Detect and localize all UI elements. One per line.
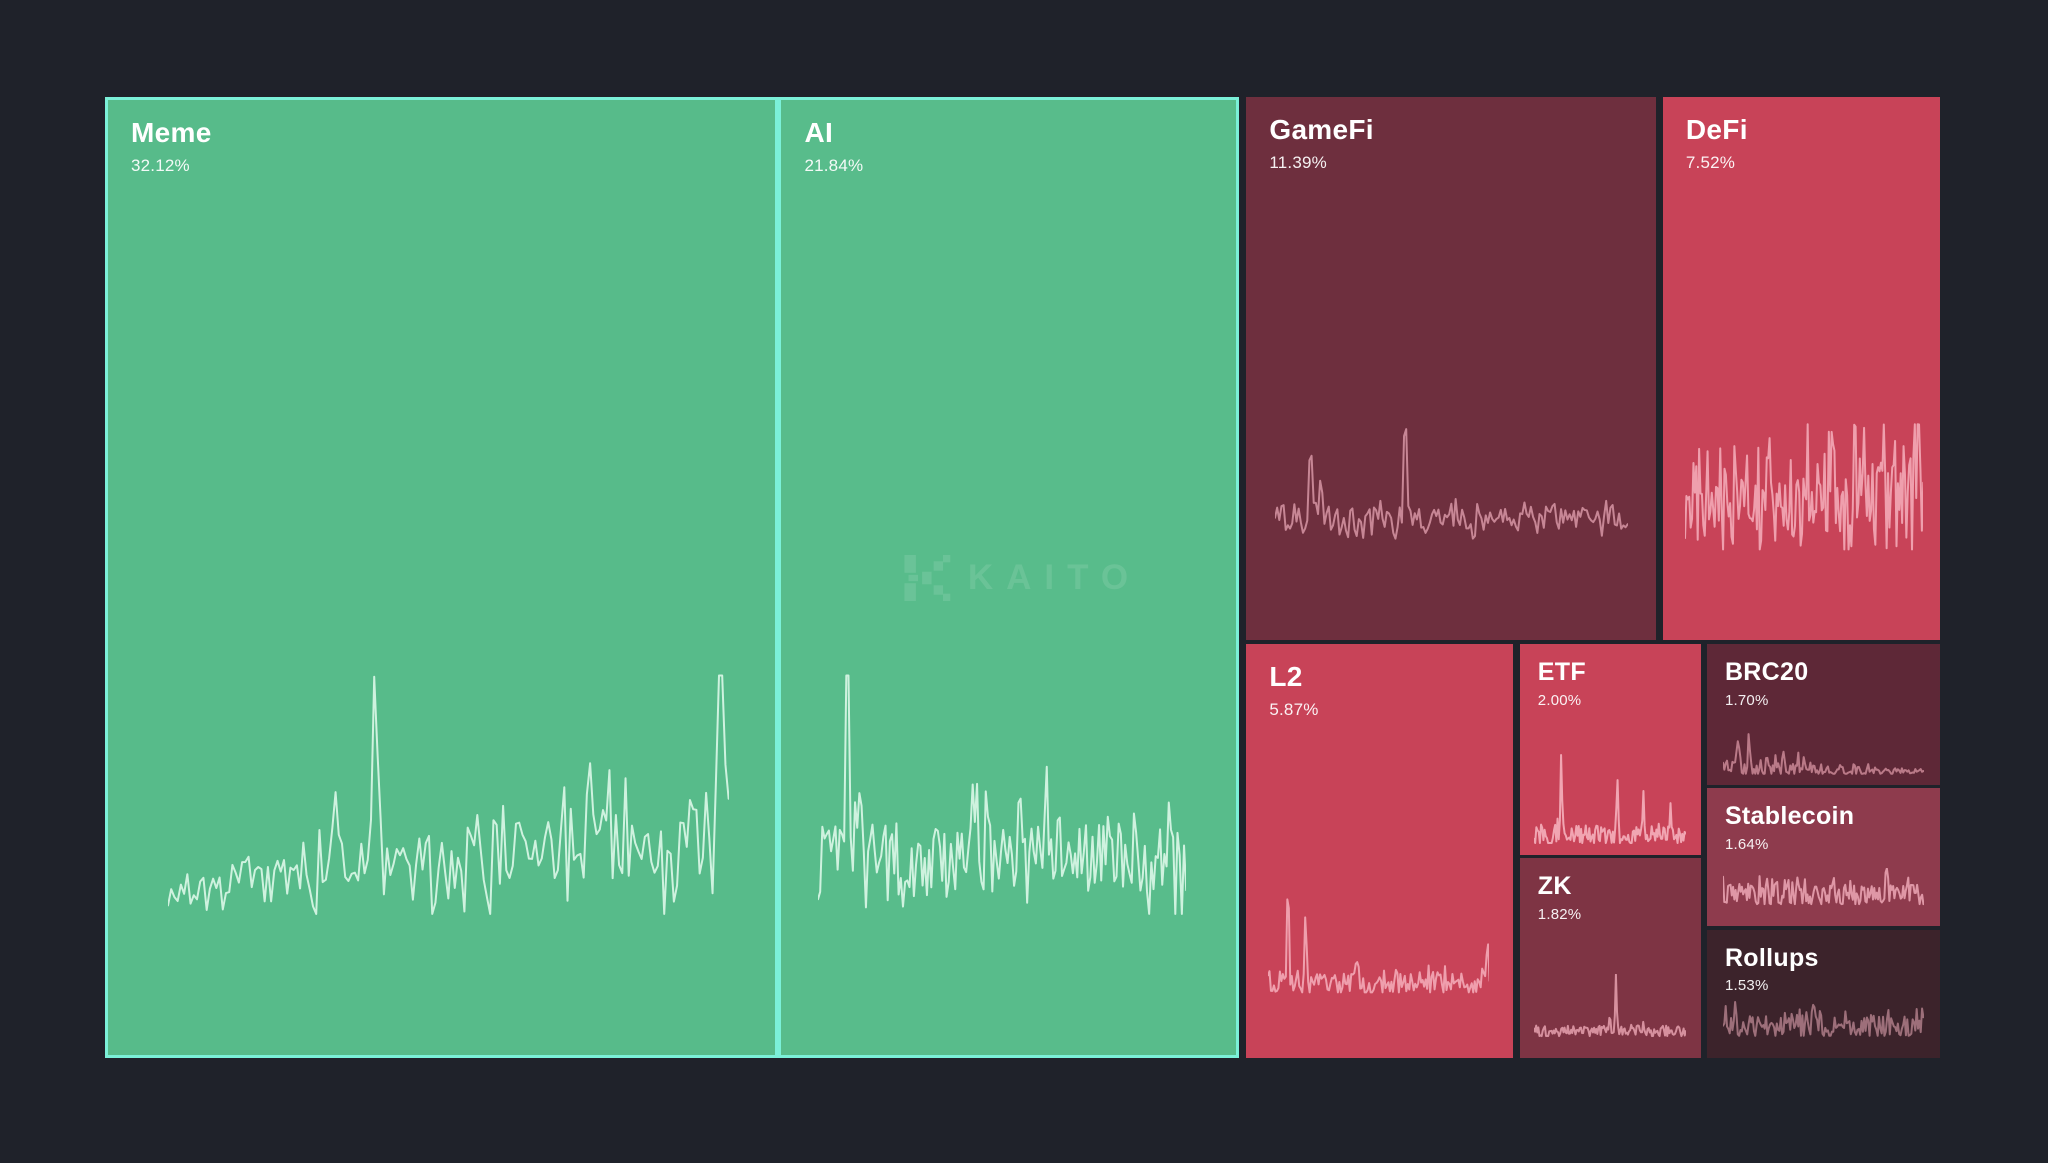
tile-share-zk: 1.82% xyxy=(1537,905,1582,923)
tile-share-defi: 7.52% xyxy=(1685,153,1736,173)
sparkline-defi xyxy=(1685,423,1923,553)
sparkline-meme xyxy=(168,673,729,921)
tile-share-ai: 21.84% xyxy=(804,156,864,176)
sparkline-gamefi xyxy=(1275,428,1628,542)
sparkline-rollups xyxy=(1723,991,1923,1037)
tile-name-stablecoin: Stablecoin xyxy=(1724,802,1855,831)
treemap-tile-etf[interactable]: ETF 2.00% xyxy=(1519,644,1701,855)
sparkline-ai xyxy=(818,673,1186,921)
tile-name-rollups: Rollups xyxy=(1724,943,1819,972)
treemap-tile-l2[interactable]: L2 5.87% xyxy=(1246,644,1514,1058)
tile-name-l2: L2 xyxy=(1269,661,1303,693)
tile-name-ai: AI xyxy=(804,117,834,148)
treemap-tile-gamefi[interactable]: GameFi 11.39% xyxy=(1246,97,1657,640)
treemap-tile-stablecoin[interactable]: Stablecoin 1.64% xyxy=(1706,788,1940,927)
treemap-tile-brc20[interactable]: BRC20 1.70% xyxy=(1706,644,1940,786)
tile-share-rollups: 1.53% xyxy=(1724,977,1769,995)
treemap-tile-meme[interactable]: Meme 32.12% xyxy=(105,97,779,1058)
tile-name-defi: DeFi xyxy=(1685,114,1748,145)
tile-share-etf: 2.00% xyxy=(1537,692,1582,710)
tile-name-brc20: BRC20 xyxy=(1724,658,1809,687)
tile-share-gamefi: 11.39% xyxy=(1269,153,1327,173)
tile-share-brc20: 1.70% xyxy=(1724,692,1769,710)
treemap-tile-defi[interactable]: DeFi 7.52% xyxy=(1662,97,1940,640)
tile-name-gamefi: GameFi xyxy=(1269,114,1374,145)
treemap-tile-rollups[interactable]: Rollups 1.53% xyxy=(1706,929,1940,1058)
tile-name-meme: Meme xyxy=(131,117,212,148)
treemap-tile-ai[interactable]: AI 21.84% xyxy=(778,97,1240,1058)
tile-share-l2: 5.87% xyxy=(1269,700,1319,720)
tile-name-etf: ETF xyxy=(1537,658,1586,687)
tile-share-stablecoin: 1.64% xyxy=(1724,836,1769,854)
treemap-tile-zk[interactable]: ZK 1.82% xyxy=(1519,858,1701,1058)
sparkline-etf xyxy=(1534,745,1686,846)
sparkline-zk xyxy=(1534,974,1686,1038)
treemap: Rollups 1.53% Stablecoin 1.64% BRC20 1.70% ZK 1… xyxy=(105,97,1940,1058)
sparkline-stablecoin xyxy=(1723,868,1923,905)
tile-share-meme: 32.12% xyxy=(131,156,190,176)
sparkline-brc20 xyxy=(1723,730,1923,775)
sparkline-l2 xyxy=(1268,888,1490,996)
tile-name-zk: ZK xyxy=(1537,872,1572,901)
